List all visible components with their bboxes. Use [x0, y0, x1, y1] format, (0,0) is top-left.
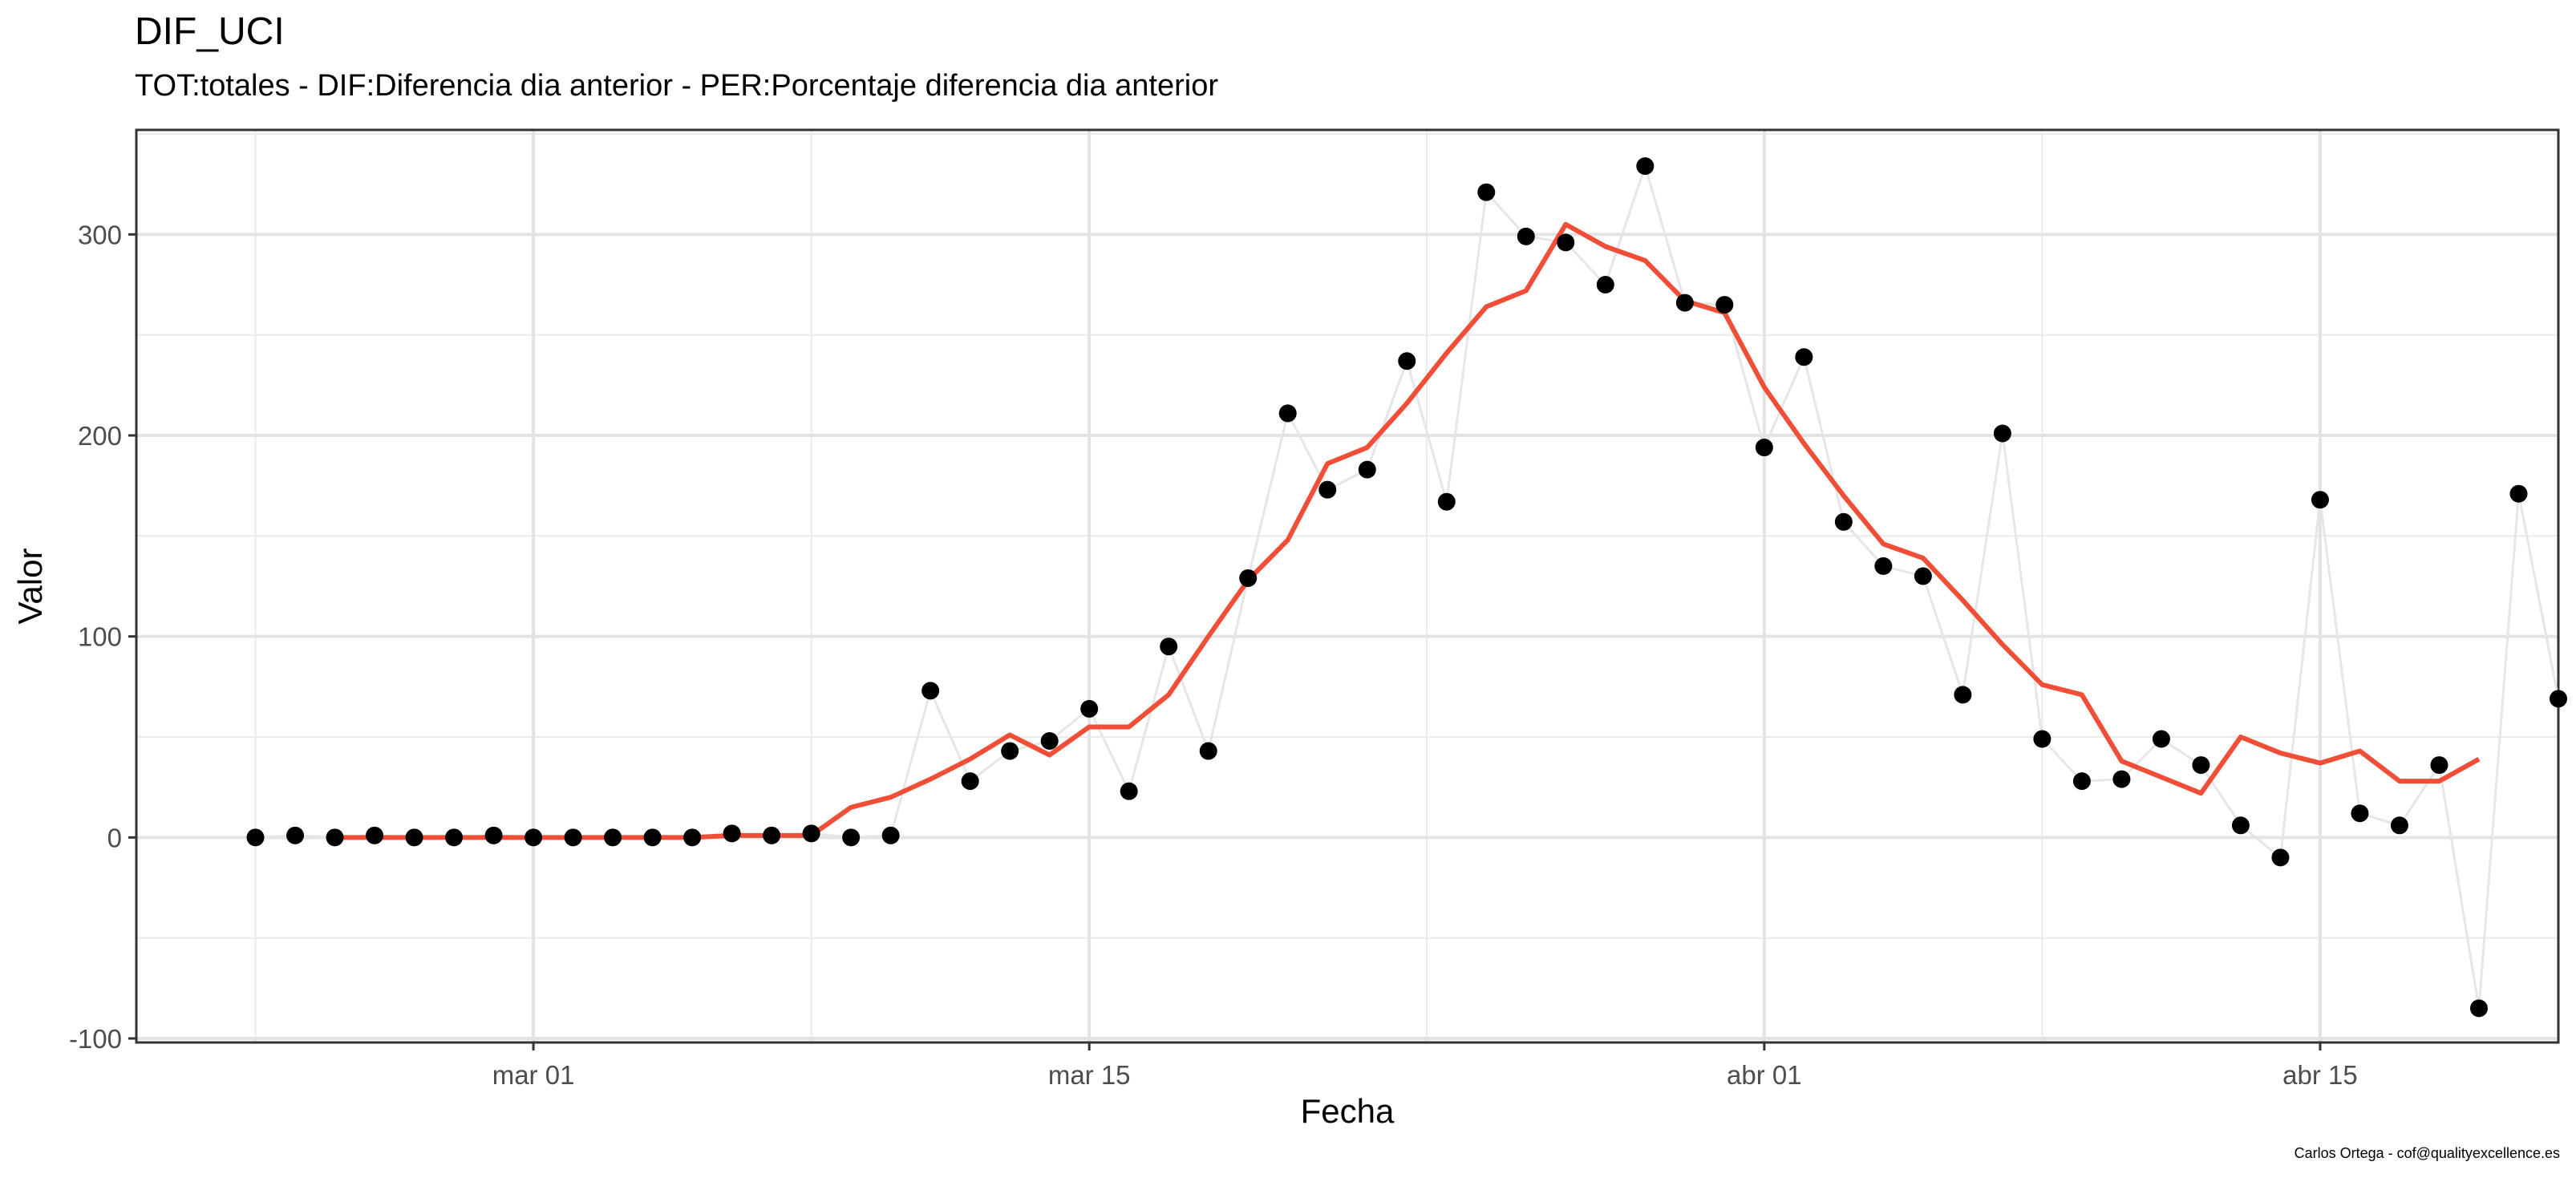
data-point: [366, 826, 384, 844]
y-tick-label: 100: [78, 622, 122, 652]
data-point: [246, 828, 265, 847]
data-point: [723, 824, 741, 843]
data-point: [1278, 404, 1297, 423]
data-point: [1834, 512, 1853, 531]
y-tick-label: 300: [78, 220, 122, 249]
data-point: [2192, 756, 2210, 775]
data-point: [2152, 730, 2170, 748]
data-point: [525, 828, 543, 847]
data-point: [1318, 480, 1337, 499]
data-point: [2112, 770, 2131, 788]
x-tick-label: mar 15: [1048, 1060, 1131, 1090]
data-point: [2351, 804, 2369, 823]
y-tick-label: -100: [69, 1024, 122, 1054]
data-point: [643, 828, 662, 847]
data-point: [405, 828, 423, 847]
data-point: [1239, 569, 1258, 587]
data-point: [2509, 484, 2528, 503]
data-point: [1795, 348, 1813, 366]
x-tick-label: abr 01: [1727, 1060, 1802, 1090]
data-point: [1675, 293, 1694, 312]
data-point: [1715, 296, 1734, 314]
data-point: [484, 826, 503, 844]
data-point: [445, 828, 464, 847]
data-point: [2271, 848, 2290, 867]
data-point: [2390, 816, 2408, 835]
data-point: [683, 828, 702, 847]
data-point: [881, 826, 900, 844]
x-tick-label: abr 15: [2282, 1060, 2358, 1090]
data-point: [1001, 742, 1019, 760]
data-point: [2430, 756, 2448, 775]
data-point: [564, 828, 582, 847]
data-point: [1477, 183, 1496, 201]
data-point: [1080, 699, 1099, 718]
data-point: [1199, 742, 1217, 760]
plot-panel-border: [135, 128, 2560, 1044]
data-point: [326, 828, 344, 847]
y-tick-label: 0: [107, 823, 122, 852]
data-point: [286, 826, 305, 844]
data-point: [2311, 491, 2329, 509]
data-point: [1874, 557, 1893, 575]
data-point: [1636, 157, 1655, 176]
data-point: [1120, 782, 1138, 800]
data-point: [1398, 352, 1416, 370]
y-axis-title: Valor: [11, 548, 49, 625]
daily-values-line: [255, 162, 2560, 1009]
data-point: [2231, 816, 2250, 835]
data-point: [2072, 772, 2091, 791]
data-point: [1040, 732, 1059, 751]
chart-title: DIF_UCI: [135, 10, 285, 53]
data-point: [1517, 227, 1535, 245]
data-point: [1358, 460, 1376, 479]
data-point: [763, 826, 781, 844]
data-point: [2469, 999, 2488, 1018]
data-point: [1437, 492, 1456, 511]
data-point: [921, 682, 940, 700]
data-point: [1914, 567, 1932, 585]
data-point: [2550, 690, 2567, 708]
data-point: [1954, 686, 1972, 704]
data-point: [842, 828, 861, 847]
chart-subtitle: TOT:totales - DIF:Diferencia dia anterio…: [135, 69, 1219, 103]
data-point: [802, 824, 820, 843]
data-point: [604, 828, 622, 847]
data-point: [1993, 424, 2011, 443]
chart-caption: Carlos Ortega - cof@qualityexcellence.es: [2294, 1145, 2560, 1161]
data-point: [2033, 730, 2051, 748]
data-point: [1596, 276, 1614, 294]
x-axis-title: Fecha: [1301, 1092, 1395, 1130]
data-point: [1160, 638, 1178, 656]
data-point: [1557, 233, 1575, 252]
data-point: [961, 772, 979, 791]
y-tick-label: 200: [78, 421, 122, 451]
data-point: [1755, 439, 1773, 457]
x-tick-label: mar 01: [492, 1060, 575, 1090]
